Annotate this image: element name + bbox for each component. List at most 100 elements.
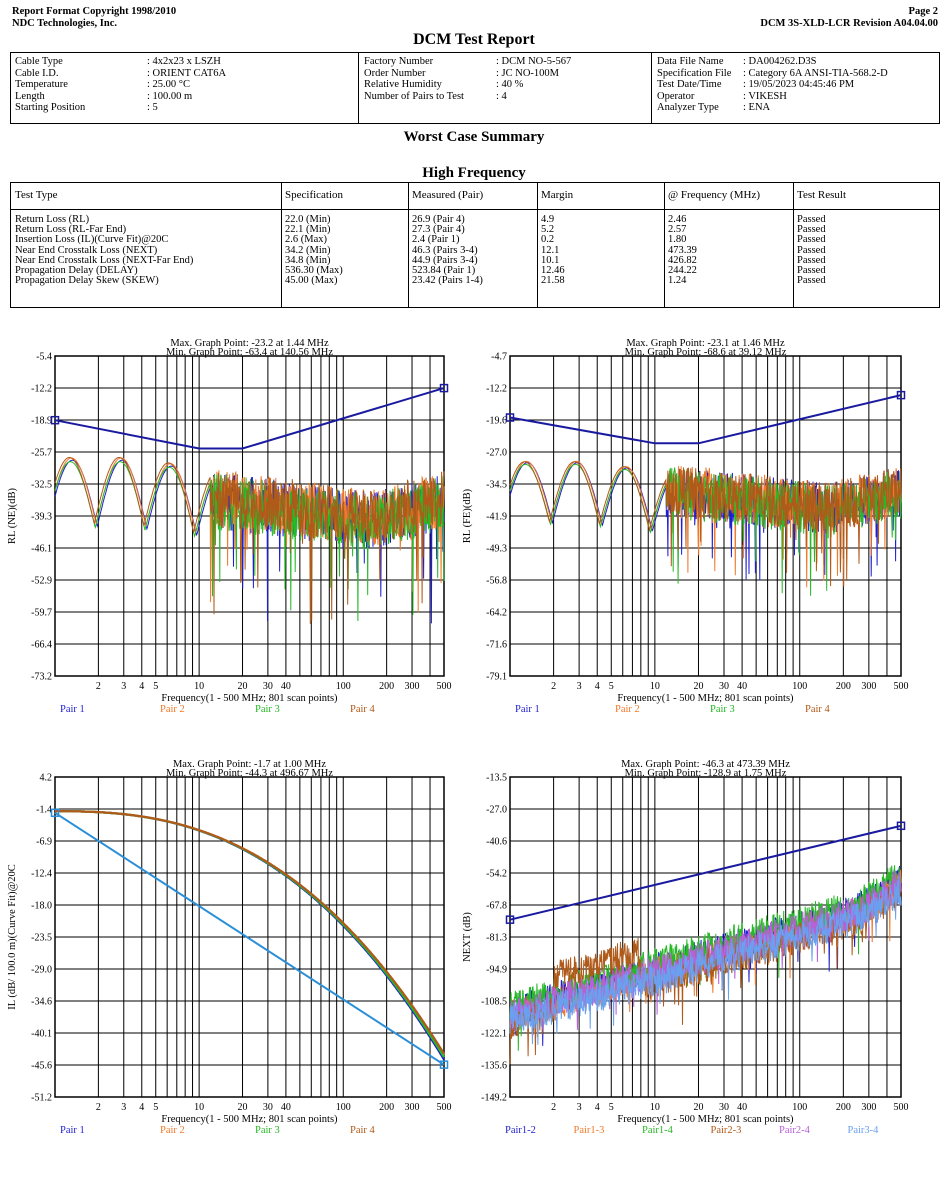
company-line: NDC Technologies, Inc. [12,18,118,29]
x-tick-label: 30 [719,681,729,692]
info-label: Temperature [15,79,68,90]
x-tick-label: 3 [577,681,582,692]
y-tick-label: -29.0 [31,965,52,976]
table-cell: 4.9 [541,214,555,225]
x-tick-label: 200 [379,1102,394,1113]
info-row: Starting Position: 5 [15,102,226,114]
x-tick-label: 3 [121,681,126,692]
info-label: Cable I.D. [15,67,59,79]
info-col-1: Cable Type: 4x2x23 x LSZH Cable I.D.: OR… [15,56,226,114]
table-cell: Passed [797,254,826,266]
y-tick-label: -1.4 [36,805,52,816]
table-header-cell: Specification [285,189,344,201]
x-axis-label: Frequency(1 - 500 MHz; 801 scan points) [161,693,338,704]
limit-marker [505,915,515,924]
x-tick-label: 30 [263,1102,273,1113]
legend-item: Pair 1 [60,1125,85,1136]
y-tick-label: -12.2 [486,384,507,395]
info-col-2: Factory Number: DCM NO-5-567 Order Numbe… [364,56,571,102]
y-tick-label: -18.9 [31,416,52,427]
chart-subtitle: Min. Graph Point: -68.6 at 39.12 MHz [625,347,787,358]
summary-table: Test Type Specification Measured (Pair) Mar… [10,182,940,308]
y-tick-label: -27.0 [486,448,507,459]
worst-case-title: Worst Case Summary [403,129,545,145]
info-label: Relative Humidity [364,79,442,90]
x-tick-label: 30 [263,681,273,692]
table-cell: 27.3 (Pair 4) [412,224,465,236]
table-cell: 5.2 [541,224,555,236]
table-cell: 22.1 (Min) [285,224,331,236]
x-tick-label: 4 [139,1102,144,1113]
y-tick-label: -25.7 [31,448,52,459]
table-cell: 0.2 [541,234,555,246]
limit-line [54,387,445,450]
table-cell: 22.0 (Min) [285,214,331,225]
y-tick-label: -39.3 [31,512,52,523]
x-tick-label: 3 [577,1102,582,1113]
y-tick-label: -71.6 [486,640,507,651]
y-tick-label: -18.0 [31,901,52,912]
table-cell: Passed [797,224,826,236]
table-cell: 2.46 [668,214,687,225]
x-tick-label: 5 [153,1102,158,1113]
y-tick-label: -94.9 [486,965,507,976]
y-tick-label: -59.7 [31,608,52,619]
limit-marker [50,415,60,425]
legend-item: Pair 2 [615,704,640,715]
x-tick-label: 10 [650,681,660,692]
legend-item: Pair3-4 [848,1125,880,1136]
legend-item: Pair2-3 [711,1125,742,1136]
y-tick-label: -19.6 [486,416,507,427]
limit-line [54,811,445,1066]
x-tick-label: 500 [894,1102,909,1113]
x-tick-label: 20 [238,1102,248,1113]
y-tick-label: 4.2 [40,773,53,784]
y-tick-label: -40.6 [486,837,507,848]
info-value: : VIKESH [743,90,787,102]
table-cell: Near End Crosstalk Loss (NEXT) [15,244,158,256]
chart-panel-4: Max. Graph Point: -46.3 at 473.39 MHzMin… [462,759,909,1136]
info-row: Analyzer Type: ENA [657,102,888,114]
x-tick-label: 10 [650,1102,660,1113]
y-tick-label: -5.4 [36,352,52,363]
series-line [509,870,902,1030]
y-tick-label: -46.1 [31,544,52,555]
table-cell: 21.58 [541,275,565,287]
info-value: : DA004262.D3S [743,56,817,67]
table-cell: Return Loss (RL) [15,214,90,225]
table-cell: Propagation Delay (DELAY) [15,265,138,276]
x-tick-label: 100 [792,681,807,692]
info-divider [651,53,652,123]
info-label: Order Number [364,67,426,79]
info-row: Number of Pairs to Test: 4 [364,91,571,103]
table-cell: 1.24 [668,275,687,287]
y-tick-label: -40.1 [31,1029,52,1040]
info-col-3: Data File Name: DA004262.D3S Specificati… [657,56,888,114]
copyright-line: Report Format Copyright 1998/2010 [12,6,177,17]
x-tick-label: 100 [792,1102,807,1113]
info-row: Order Number : JC NO-100M [364,68,571,80]
x-tick-label: 5 [609,681,614,692]
y-tick-label: -32.5 [31,480,52,491]
table-cell: 244.22 [668,265,697,276]
chart-subtitle: Min. Graph Point: -128.9 at 1.75 MHz [625,768,787,779]
x-tick-label: 300 [861,681,876,692]
x-tick-label: 40 [737,1102,747,1113]
y-tick-label: -149.2 [481,1093,507,1104]
high-frequency-title: High Frequency [422,165,526,181]
table-header-cell: Test Result [797,189,847,201]
y-tick-label: -135.6 [481,1061,507,1072]
chart-title: Max. Graph Point: -23.2 at 1.44 MHz [170,338,329,349]
info-value: : 19/05/2023 04:45:46 PM [743,79,855,90]
table-cell: 2.6 (Max) [285,234,327,246]
info-label: Test Date/Time [657,79,722,90]
x-tick-label: 2 [551,1102,556,1113]
y-tick-label: -34.5 [486,480,507,491]
info-value: : JC NO-100M [496,67,560,79]
x-tick-label: 4 [595,1102,600,1113]
x-tick-label: 20 [693,1102,703,1113]
x-tick-label: 2 [551,681,556,692]
y-tick-label: -108.5 [481,997,507,1008]
report-copyright: Report Format Copyright 1998/2010 NDC Te… [12,6,176,30]
